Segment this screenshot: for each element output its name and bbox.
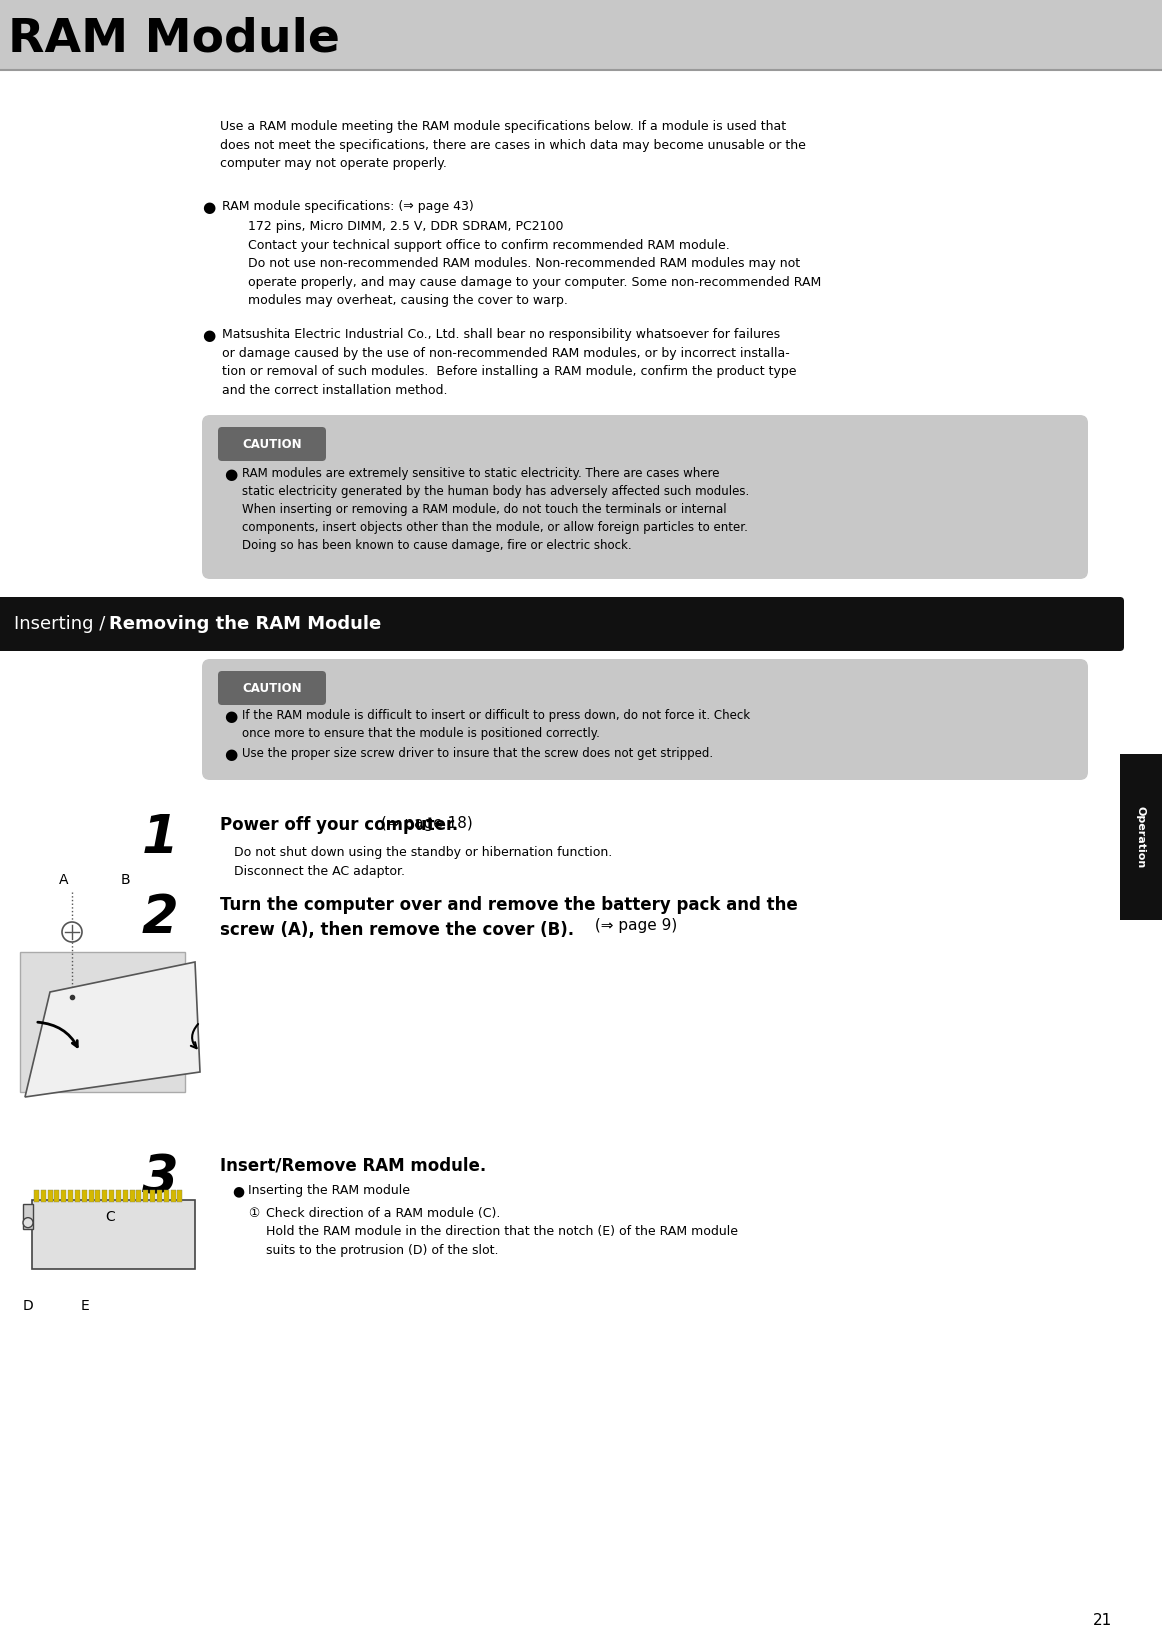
Bar xyxy=(0,0,1162,71)
FancyBboxPatch shape xyxy=(218,426,327,461)
Bar xyxy=(150,1190,155,1202)
Bar xyxy=(41,1190,45,1202)
Text: Do not shut down using the standby or hibernation function.
Disconnect the AC ad: Do not shut down using the standby or hi… xyxy=(234,846,612,877)
Bar xyxy=(109,1190,114,1202)
Text: ①: ① xyxy=(248,1207,259,1220)
Text: Operation: Operation xyxy=(1136,807,1146,867)
Bar xyxy=(23,1203,33,1230)
FancyBboxPatch shape xyxy=(0,597,1124,652)
Text: RAM modules are extremely sensitive to static electricity. There are cases where: RAM modules are extremely sensitive to s… xyxy=(242,467,749,551)
Text: ●: ● xyxy=(202,328,215,342)
Bar xyxy=(102,1190,107,1202)
Text: (⇒ page 9): (⇒ page 9) xyxy=(590,918,677,933)
Text: CAUTION: CAUTION xyxy=(242,438,302,451)
Bar xyxy=(33,1200,195,1269)
Bar xyxy=(136,1190,142,1202)
Bar xyxy=(88,1190,94,1202)
Bar xyxy=(76,1190,80,1202)
Text: (⇒ page 18): (⇒ page 18) xyxy=(376,816,473,831)
Bar xyxy=(143,1190,149,1202)
Bar xyxy=(95,1190,100,1202)
Text: C: C xyxy=(105,1210,115,1225)
Text: ●: ● xyxy=(202,201,215,216)
Bar xyxy=(62,1190,66,1202)
Text: Matsushita Electric Industrial Co., Ltd. shall bear no responsibility whatsoever: Matsushita Electric Industrial Co., Ltd.… xyxy=(222,328,796,397)
FancyBboxPatch shape xyxy=(202,658,1088,780)
Text: E: E xyxy=(80,1299,89,1314)
Bar xyxy=(81,1190,87,1202)
Bar xyxy=(157,1190,162,1202)
Text: 21: 21 xyxy=(1092,1613,1112,1628)
Text: D: D xyxy=(22,1299,34,1314)
Text: 1: 1 xyxy=(142,811,179,864)
Text: RAM module specifications: (⇒ page 43): RAM module specifications: (⇒ page 43) xyxy=(222,201,474,212)
Text: ●: ● xyxy=(224,747,237,762)
Text: Check direction of a RAM module (C).
Hold the RAM module in the direction that t: Check direction of a RAM module (C). Hol… xyxy=(266,1207,738,1258)
Text: A: A xyxy=(59,872,69,887)
Circle shape xyxy=(23,1218,33,1228)
Circle shape xyxy=(62,922,83,942)
FancyBboxPatch shape xyxy=(218,672,327,704)
Bar xyxy=(1120,754,1162,920)
Text: 172 pins, Micro DIMM, 2.5 V, DDR SDRAM, PC2100
Contact your technical support of: 172 pins, Micro DIMM, 2.5 V, DDR SDRAM, … xyxy=(248,221,822,308)
Text: Turn the computer over and remove the battery pack and the
screw (A), then remov: Turn the computer over and remove the ba… xyxy=(220,895,798,938)
Bar xyxy=(34,1190,40,1202)
Text: Use a RAM module meeting the RAM module specifications below. If a module is use: Use a RAM module meeting the RAM module … xyxy=(220,120,806,170)
Bar xyxy=(178,1190,182,1202)
Bar xyxy=(123,1190,128,1202)
Bar xyxy=(171,1190,175,1202)
Text: Power off your computer.: Power off your computer. xyxy=(220,816,458,835)
Bar xyxy=(69,1190,73,1202)
Text: CAUTION: CAUTION xyxy=(242,681,302,695)
FancyBboxPatch shape xyxy=(202,415,1088,579)
Text: ●: ● xyxy=(224,467,237,482)
Bar xyxy=(48,1190,52,1202)
Text: 2: 2 xyxy=(142,892,179,945)
Text: Inserting the RAM module: Inserting the RAM module xyxy=(248,1183,410,1197)
Text: RAM Module: RAM Module xyxy=(8,16,339,61)
Bar xyxy=(20,951,185,1091)
Text: If the RAM module is difficult to insert or difficult to press down, do not forc: If the RAM module is difficult to insert… xyxy=(242,709,751,741)
Text: ●: ● xyxy=(224,709,237,724)
Text: ●: ● xyxy=(232,1183,244,1198)
Text: Insert/Remove RAM module.: Insert/Remove RAM module. xyxy=(220,1155,486,1174)
Polygon shape xyxy=(26,961,200,1096)
Bar xyxy=(55,1190,59,1202)
Text: Use the proper size screw driver to insure that the screw does not get stripped.: Use the proper size screw driver to insu… xyxy=(242,747,713,760)
Bar xyxy=(130,1190,135,1202)
Text: Removing the RAM Module: Removing the RAM Module xyxy=(109,616,381,634)
Text: B: B xyxy=(120,872,130,887)
Bar xyxy=(164,1190,168,1202)
Text: 3: 3 xyxy=(142,1152,179,1203)
Bar xyxy=(116,1190,121,1202)
Text: Inserting /: Inserting / xyxy=(14,616,112,634)
